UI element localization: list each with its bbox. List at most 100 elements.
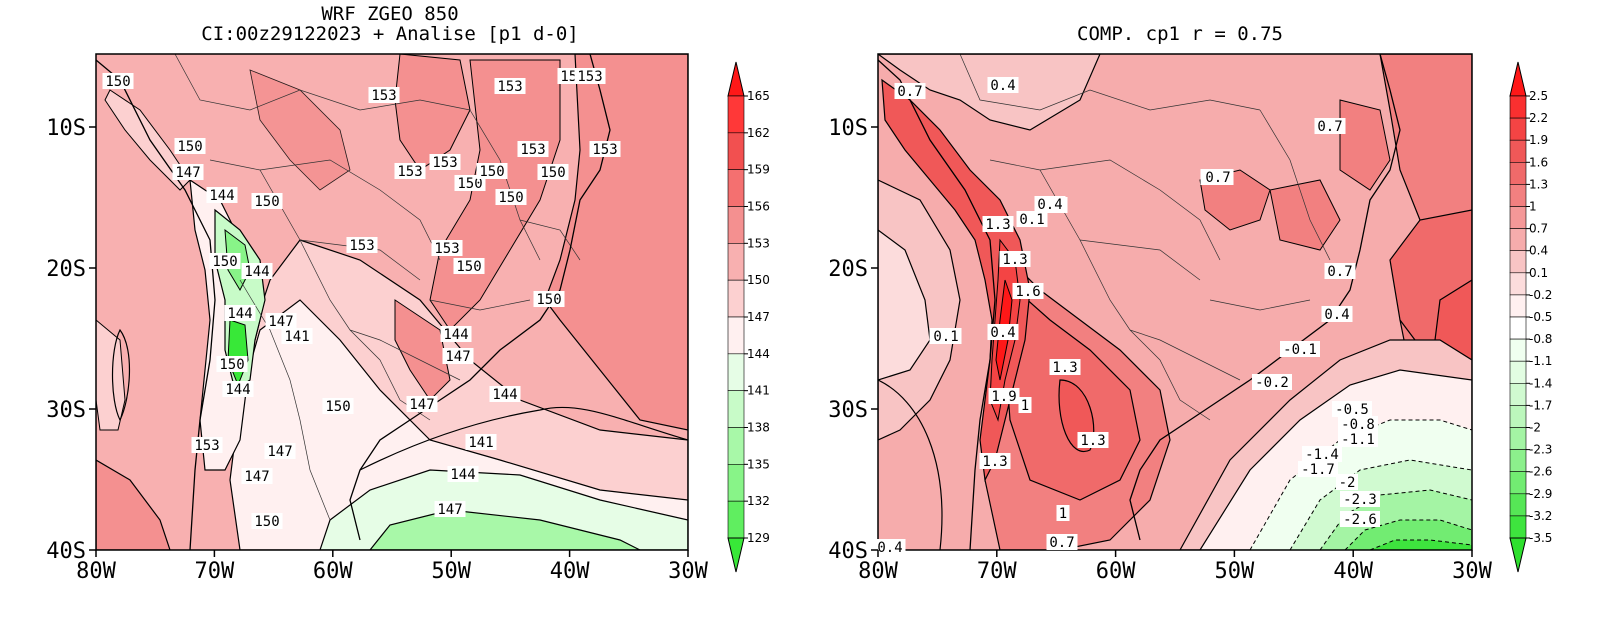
left-title-line1: WRF ZGEO 850 [321, 3, 459, 25]
left-colorbar: 165 162 159 156 153 150 147 144 141 138 135 132 129 [727, 61, 770, 573]
left-colorbar-segment [727, 243, 745, 281]
right-colorbar-tick-label: 1.9 [1529, 133, 1548, 147]
left-lon-label: 60W [313, 559, 353, 584]
right-pacific-coastline [878, 59, 996, 550]
right-contour-label: -2.6 [1343, 512, 1377, 528]
left-contour-label-bg [206, 187, 238, 203]
right-contour-label-bg [1016, 211, 1048, 227]
left-colorbar-segment [727, 206, 745, 244]
right-colorbar-tick-label: -0.8 [1529, 332, 1552, 346]
left-contour-label: 141 [284, 329, 309, 345]
left-colorbar-segment [727, 279, 745, 318]
right-contour-label-bg [1077, 432, 1109, 448]
right-lon-label: 30W [1452, 559, 1492, 584]
right-contour-label-bg [1336, 474, 1358, 490]
right-contour-label-bg [999, 251, 1031, 267]
left-contour-label: 144 [492, 387, 517, 403]
left-contour-label-bg [453, 258, 485, 274]
left-contour-label: 150 [219, 357, 244, 373]
right-contour-label-bg [1252, 374, 1292, 390]
left-contour-label: 141 [468, 435, 493, 451]
left-contour-label: 150 [212, 254, 237, 270]
right-colorbar-arrow-top [1509, 61, 1527, 97]
left-contour-label: 150 [498, 190, 523, 206]
left-pacific-region-150 [96, 319, 126, 431]
right-colorbar-segment [1509, 162, 1527, 185]
right-contour-label-bg [1302, 446, 1342, 462]
left-colorbar-tick-label: 162 [747, 126, 770, 140]
left-colorbar-segment [727, 427, 745, 465]
left-contour-label-bg [495, 189, 527, 205]
left-contour-label-bg [537, 164, 569, 180]
left-lon-label: 50W [431, 559, 471, 584]
left-contour-label-bg [222, 381, 254, 397]
left-colorbar-segment [727, 464, 745, 502]
right-contour-label: 0.4 [1324, 307, 1349, 323]
left-contour-label: 150 [254, 514, 279, 530]
right-contour-label: 0.4 [990, 325, 1015, 341]
right-contour-label: 0.7 [1049, 535, 1074, 551]
right-colorbar-tick-label: -1.1 [1529, 354, 1552, 368]
right-contour-label: 0.7 [1317, 119, 1342, 135]
left-lon-label: 30W [668, 559, 708, 584]
right-borders [959, 54, 1331, 421]
right-contour-label: -1.1 [1341, 432, 1375, 448]
left-colorbar-tick-label: 135 [747, 457, 770, 471]
right-colorbar-tick-label: -2.3 [1529, 443, 1552, 457]
left-contour-label-bg [172, 164, 204, 180]
right-contour-label-bg [1332, 401, 1372, 417]
left-contour-label: 150 [254, 194, 279, 210]
right-contour-label: -0.5 [1335, 402, 1369, 418]
right-colorbar-tick-label: -1.7 [1529, 398, 1552, 412]
left-colorbar-segment [727, 169, 745, 207]
left-contour-label: 150 [105, 74, 130, 90]
right-contour-label: -0.2 [1255, 375, 1289, 391]
right-contour-label: 1.3 [1002, 252, 1027, 268]
left-contour-label: 150 [536, 292, 561, 308]
left-contour-label-bg [489, 386, 521, 402]
right-colorbar-tick-label: -3.5 [1529, 531, 1552, 545]
right-colorbar-tick-label: 2.2 [1529, 111, 1548, 125]
left-contour-150-atlantic [359, 406, 688, 471]
right-contour-label-bg [1338, 416, 1378, 432]
left-colorbar-segment [727, 316, 745, 355]
right-colorbar-tick-label: 1.6 [1529, 155, 1548, 169]
left-map-frame [95, 53, 689, 551]
left-contour-label: 150 [456, 259, 481, 275]
left-contour-label-bg [102, 73, 134, 89]
right-colorbar-tick-label: -2.9 [1529, 487, 1552, 501]
right-title: COMP. cp1 r = 0.75 [1077, 23, 1283, 45]
left-contour-label-bg [589, 141, 621, 157]
left-contour-label-bg [368, 87, 400, 103]
right-lon-label: 40W [1333, 559, 1373, 584]
right-contour-label-bg [1338, 431, 1378, 447]
left-contour-label: 147 [267, 444, 292, 460]
right-contour-label-bg [1202, 169, 1234, 185]
left-lon-label: 40W [550, 559, 590, 584]
left-contour-label: 150 [177, 139, 202, 155]
left-lon-label: 80W [76, 559, 116, 584]
right-contour-label-bg [1056, 505, 1070, 521]
left-colorbar-segment [727, 390, 745, 428]
right-contour-label: 1.3 [985, 217, 1010, 233]
left-contour-label-bg [442, 348, 474, 364]
right-contour-label: 1 [1059, 506, 1067, 522]
right-colorbar-tick-label: -2 [1529, 421, 1541, 435]
left-colorbar-segment [727, 500, 745, 539]
left-contour-label: 150 [479, 164, 504, 180]
left-contour-label-bg [251, 513, 283, 529]
right-contour-label: 1.6 [1015, 284, 1040, 300]
right-contour-label-bg [988, 388, 1020, 404]
left-colorbar-tick-label: 138 [747, 421, 770, 435]
left-contour-label: 144 [450, 467, 475, 483]
left-contour-label: 147 [244, 469, 269, 485]
right-lat-label: 30S [828, 398, 868, 423]
right-colorbar-segment [1509, 427, 1527, 450]
left-ocean-anomaly-153 [544, 54, 688, 431]
right-lon-label: 60W [1096, 559, 1136, 584]
right-contour-label-bg [1012, 283, 1044, 299]
right-contour-label-bg [1280, 341, 1320, 357]
right-colorbar-tick-label: -2.6 [1529, 465, 1552, 479]
right-colorbar-tick-label: 2.5 [1529, 89, 1548, 103]
